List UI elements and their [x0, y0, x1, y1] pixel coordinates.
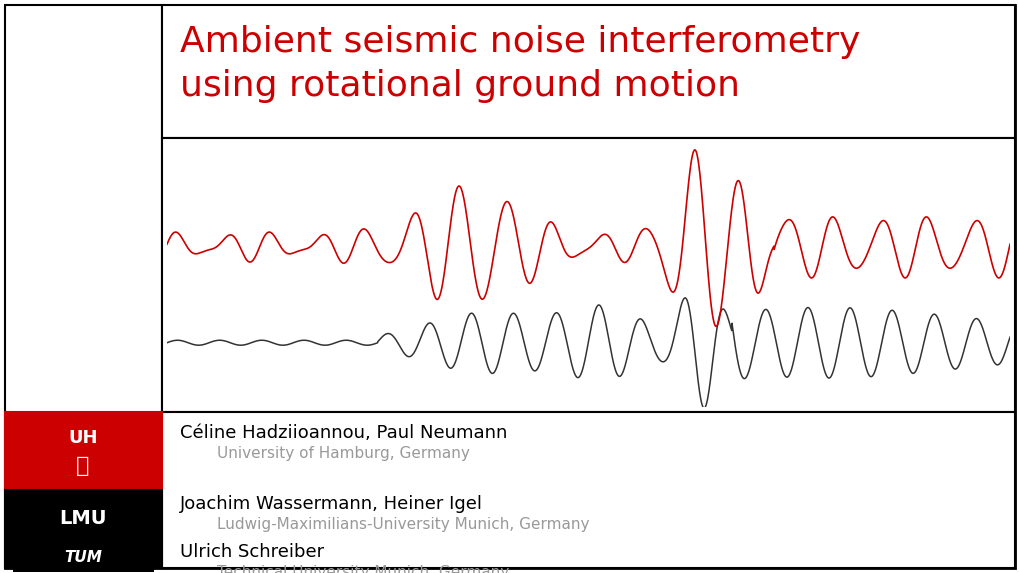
Text: Ulrich Schreiber: Ulrich Schreiber — [179, 543, 324, 561]
Text: University of Hamburg, Germany: University of Hamburg, Germany — [217, 446, 470, 461]
Text: LMU: LMU — [59, 509, 107, 528]
Bar — [5, 490, 162, 568]
Text: TUM: TUM — [64, 550, 102, 564]
Bar — [13, 500, 154, 538]
Text: UH: UH — [68, 429, 98, 447]
Text: Céline Hadziioannou, Paul Neumann: Céline Hadziioannou, Paul Neumann — [179, 424, 506, 442]
Bar — [13, 542, 154, 572]
Bar — [162, 412, 1014, 568]
Bar — [5, 5, 162, 568]
Text: Technical University Munich, Germany: Technical University Munich, Germany — [217, 565, 508, 573]
Text: Ambient seismic noise interferometry
using rotational ground motion: Ambient seismic noise interferometry usi… — [179, 25, 860, 103]
Bar — [5, 412, 162, 490]
Text: 🏰: 🏰 — [76, 456, 90, 476]
Bar — [162, 138, 1014, 412]
Text: Joachim Wassermann, Heiner Igel: Joachim Wassermann, Heiner Igel — [179, 495, 483, 513]
Text: Ludwig-Maximilians-University Munich, Germany: Ludwig-Maximilians-University Munich, Ge… — [217, 517, 589, 532]
Bar — [162, 5, 1014, 138]
